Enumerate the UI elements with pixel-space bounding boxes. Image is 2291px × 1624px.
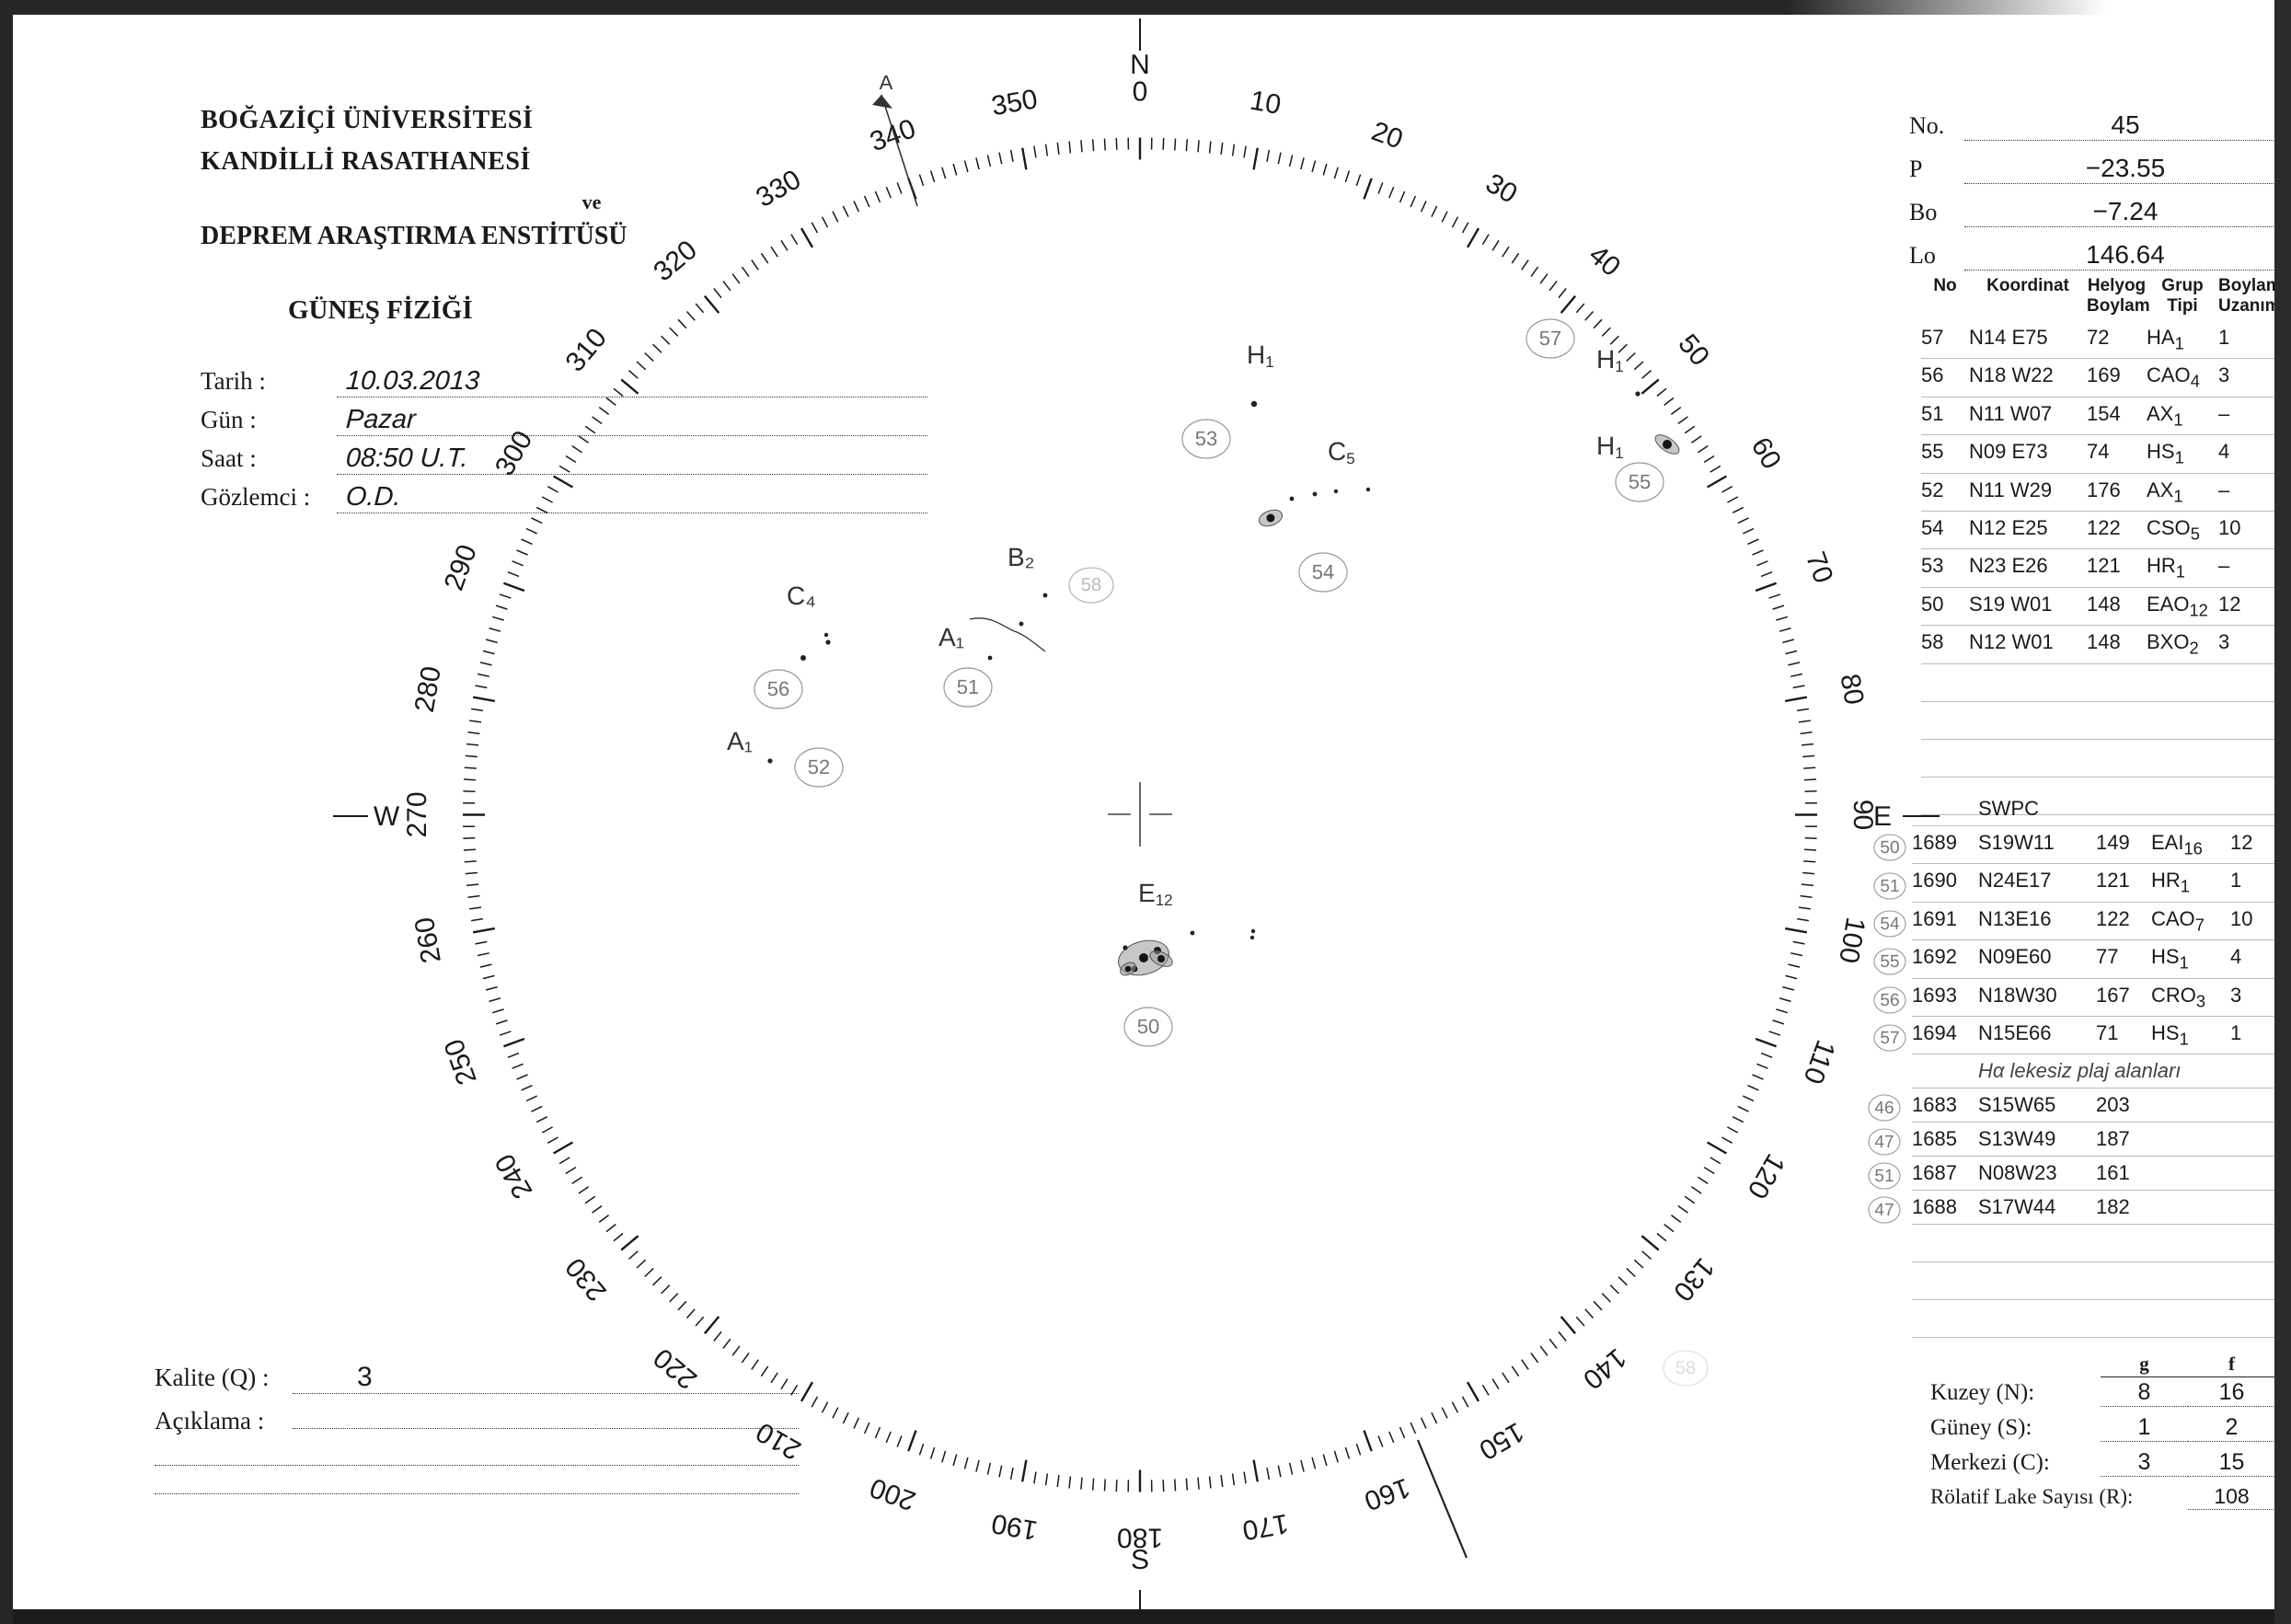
svg-text:51: 51 [957, 675, 979, 698]
svg-text:55: 55 [1629, 470, 1651, 493]
svg-text:C₄: C₄ [787, 582, 816, 610]
svg-text:C5: C5 [1328, 437, 1355, 467]
svg-text:A₁: A₁ [938, 623, 964, 651]
svg-text:56: 56 [767, 677, 789, 700]
svg-text:53: 53 [1195, 427, 1217, 450]
svg-text:58: 58 [1675, 1358, 1696, 1378]
svg-text:H1: H1 [1596, 432, 1624, 462]
svg-text:58: 58 [1081, 575, 1101, 595]
svg-text:H1: H1 [1247, 340, 1274, 371]
svg-text:50: 50 [1137, 1015, 1159, 1038]
svg-text:E12: E12 [1138, 879, 1173, 909]
svg-text:52: 52 [808, 755, 830, 778]
svg-text:54: 54 [1312, 560, 1334, 583]
svg-text:57: 57 [1539, 327, 1561, 350]
svg-text:B₂: B₂ [1007, 543, 1035, 571]
svg-text:H1: H1 [1596, 345, 1624, 375]
svg-text:A₁: A₁ [727, 727, 753, 755]
